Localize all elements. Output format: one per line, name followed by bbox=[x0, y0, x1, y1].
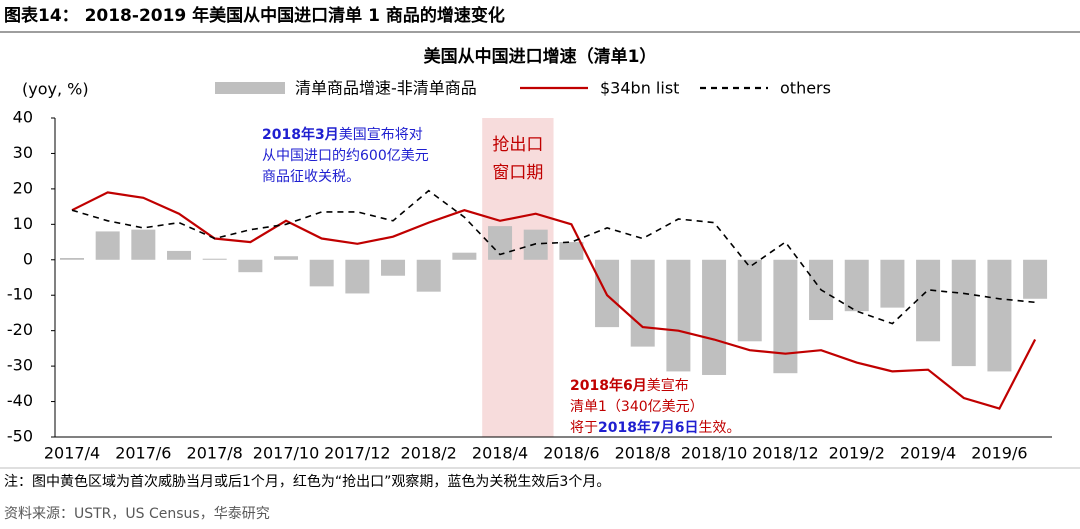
x-tick-label: 2017/6 bbox=[115, 444, 171, 463]
y-tick-label: -20 bbox=[7, 320, 33, 339]
annotation-run: 2018年3月 bbox=[262, 126, 339, 143]
x-tick-label: 2018/4 bbox=[472, 444, 528, 463]
bar bbox=[523, 229, 548, 260]
x-tick-label: 2018/12 bbox=[752, 444, 818, 463]
highlight-label: 抢出口 bbox=[492, 135, 543, 155]
annotation-run: 2018年6月 bbox=[570, 377, 647, 394]
annotation-run: 美宣布 bbox=[647, 378, 689, 394]
y-tick-label: 0 bbox=[23, 249, 33, 268]
annotation: 从中国进口的约600亿美元 bbox=[262, 148, 429, 164]
legend-label: others bbox=[780, 79, 831, 98]
bar bbox=[916, 259, 941, 342]
bar bbox=[702, 259, 727, 375]
bar bbox=[416, 259, 441, 292]
annotation: 2018年6月美宣布 bbox=[570, 377, 689, 394]
annotation-run: 生效。 bbox=[698, 420, 740, 436]
highlight-band bbox=[482, 118, 554, 437]
x-tick-label: 2018/8 bbox=[615, 444, 671, 463]
bar bbox=[309, 259, 334, 287]
bar bbox=[559, 242, 584, 260]
legend-swatch bbox=[215, 82, 285, 94]
y-tick-label: -40 bbox=[7, 391, 33, 410]
bar bbox=[95, 231, 120, 260]
y-tick-label: -30 bbox=[7, 356, 33, 375]
bar bbox=[666, 259, 691, 372]
annotation: 商品征收关税。 bbox=[262, 169, 360, 185]
bar bbox=[238, 259, 263, 273]
bar bbox=[167, 250, 192, 260]
annotation-run: 清单1（340亿美元） bbox=[570, 399, 704, 415]
bar bbox=[844, 259, 869, 312]
x-tick-label: 2018/10 bbox=[681, 444, 747, 463]
x-tick-label: 2018/6 bbox=[543, 444, 599, 463]
x-tick-label: 2019/6 bbox=[971, 444, 1027, 463]
bar bbox=[345, 259, 370, 294]
x-tick-label: 2019/4 bbox=[900, 444, 956, 463]
annotation: 清单1（340亿美元） bbox=[570, 399, 704, 415]
chart-title: 美国从中国进口增速（清单1） bbox=[424, 46, 657, 67]
bar bbox=[630, 259, 655, 347]
annotation: 2018年3月美国宣布将对 bbox=[262, 126, 423, 143]
x-tick-label: 2019/2 bbox=[829, 444, 885, 463]
line-series bbox=[71, 189, 1036, 325]
bar bbox=[773, 259, 798, 374]
highlight-label: 窗口期 bbox=[492, 163, 543, 183]
annotation-run: 商品征收关税。 bbox=[262, 169, 360, 185]
x-tick-label: 2017/4 bbox=[44, 444, 100, 463]
footer-source: 资料来源：USTR，US Census，华泰研究 bbox=[4, 506, 270, 522]
annotation: 将于2018年7月6日生效。 bbox=[570, 419, 740, 436]
y-axis-label: (yoy, %) bbox=[22, 80, 89, 99]
x-tick-label: 2017/12 bbox=[324, 444, 390, 463]
y-tick-label: 40 bbox=[13, 108, 33, 127]
y-tick-label: 20 bbox=[13, 178, 33, 197]
bar bbox=[381, 259, 406, 276]
bar bbox=[274, 256, 299, 260]
bar bbox=[131, 229, 156, 260]
bar bbox=[60, 258, 84, 260]
y-tick-label: 30 bbox=[13, 143, 33, 162]
y-tick-label: 10 bbox=[13, 214, 33, 233]
legend-label: 清单商品增速-非清单商品 bbox=[295, 79, 477, 98]
annotation-run: 2018年7月6日 bbox=[598, 419, 698, 436]
footer-note: 注：图中黄色区域为首次威胁当月或后1个月，红色为“抢出口”观察期，蓝色为关税生效… bbox=[4, 473, 610, 490]
x-tick-label: 2018/2 bbox=[401, 444, 457, 463]
annotation-run: 从中国进口的约600亿美元 bbox=[262, 148, 429, 164]
header-title: 图表14： 2018-2019 年美国从中国进口清单 1 商品的增速变化 bbox=[4, 5, 505, 26]
y-tick-label: -50 bbox=[7, 427, 33, 446]
y-tick-label: -10 bbox=[7, 285, 33, 304]
bar bbox=[951, 259, 976, 367]
bar bbox=[737, 259, 762, 342]
bar bbox=[987, 259, 1012, 372]
bar bbox=[452, 252, 477, 260]
line-series bbox=[71, 191, 1037, 410]
bar bbox=[202, 258, 227, 260]
x-tick-label: 2017/8 bbox=[187, 444, 243, 463]
annotation-run: 美国宣布将对 bbox=[339, 127, 423, 143]
legend-label: $34bn list bbox=[600, 79, 679, 98]
x-tick-label: 2017/10 bbox=[253, 444, 319, 463]
bar bbox=[1023, 259, 1048, 299]
bar bbox=[880, 259, 905, 308]
annotation-run: 将于 bbox=[570, 420, 598, 436]
